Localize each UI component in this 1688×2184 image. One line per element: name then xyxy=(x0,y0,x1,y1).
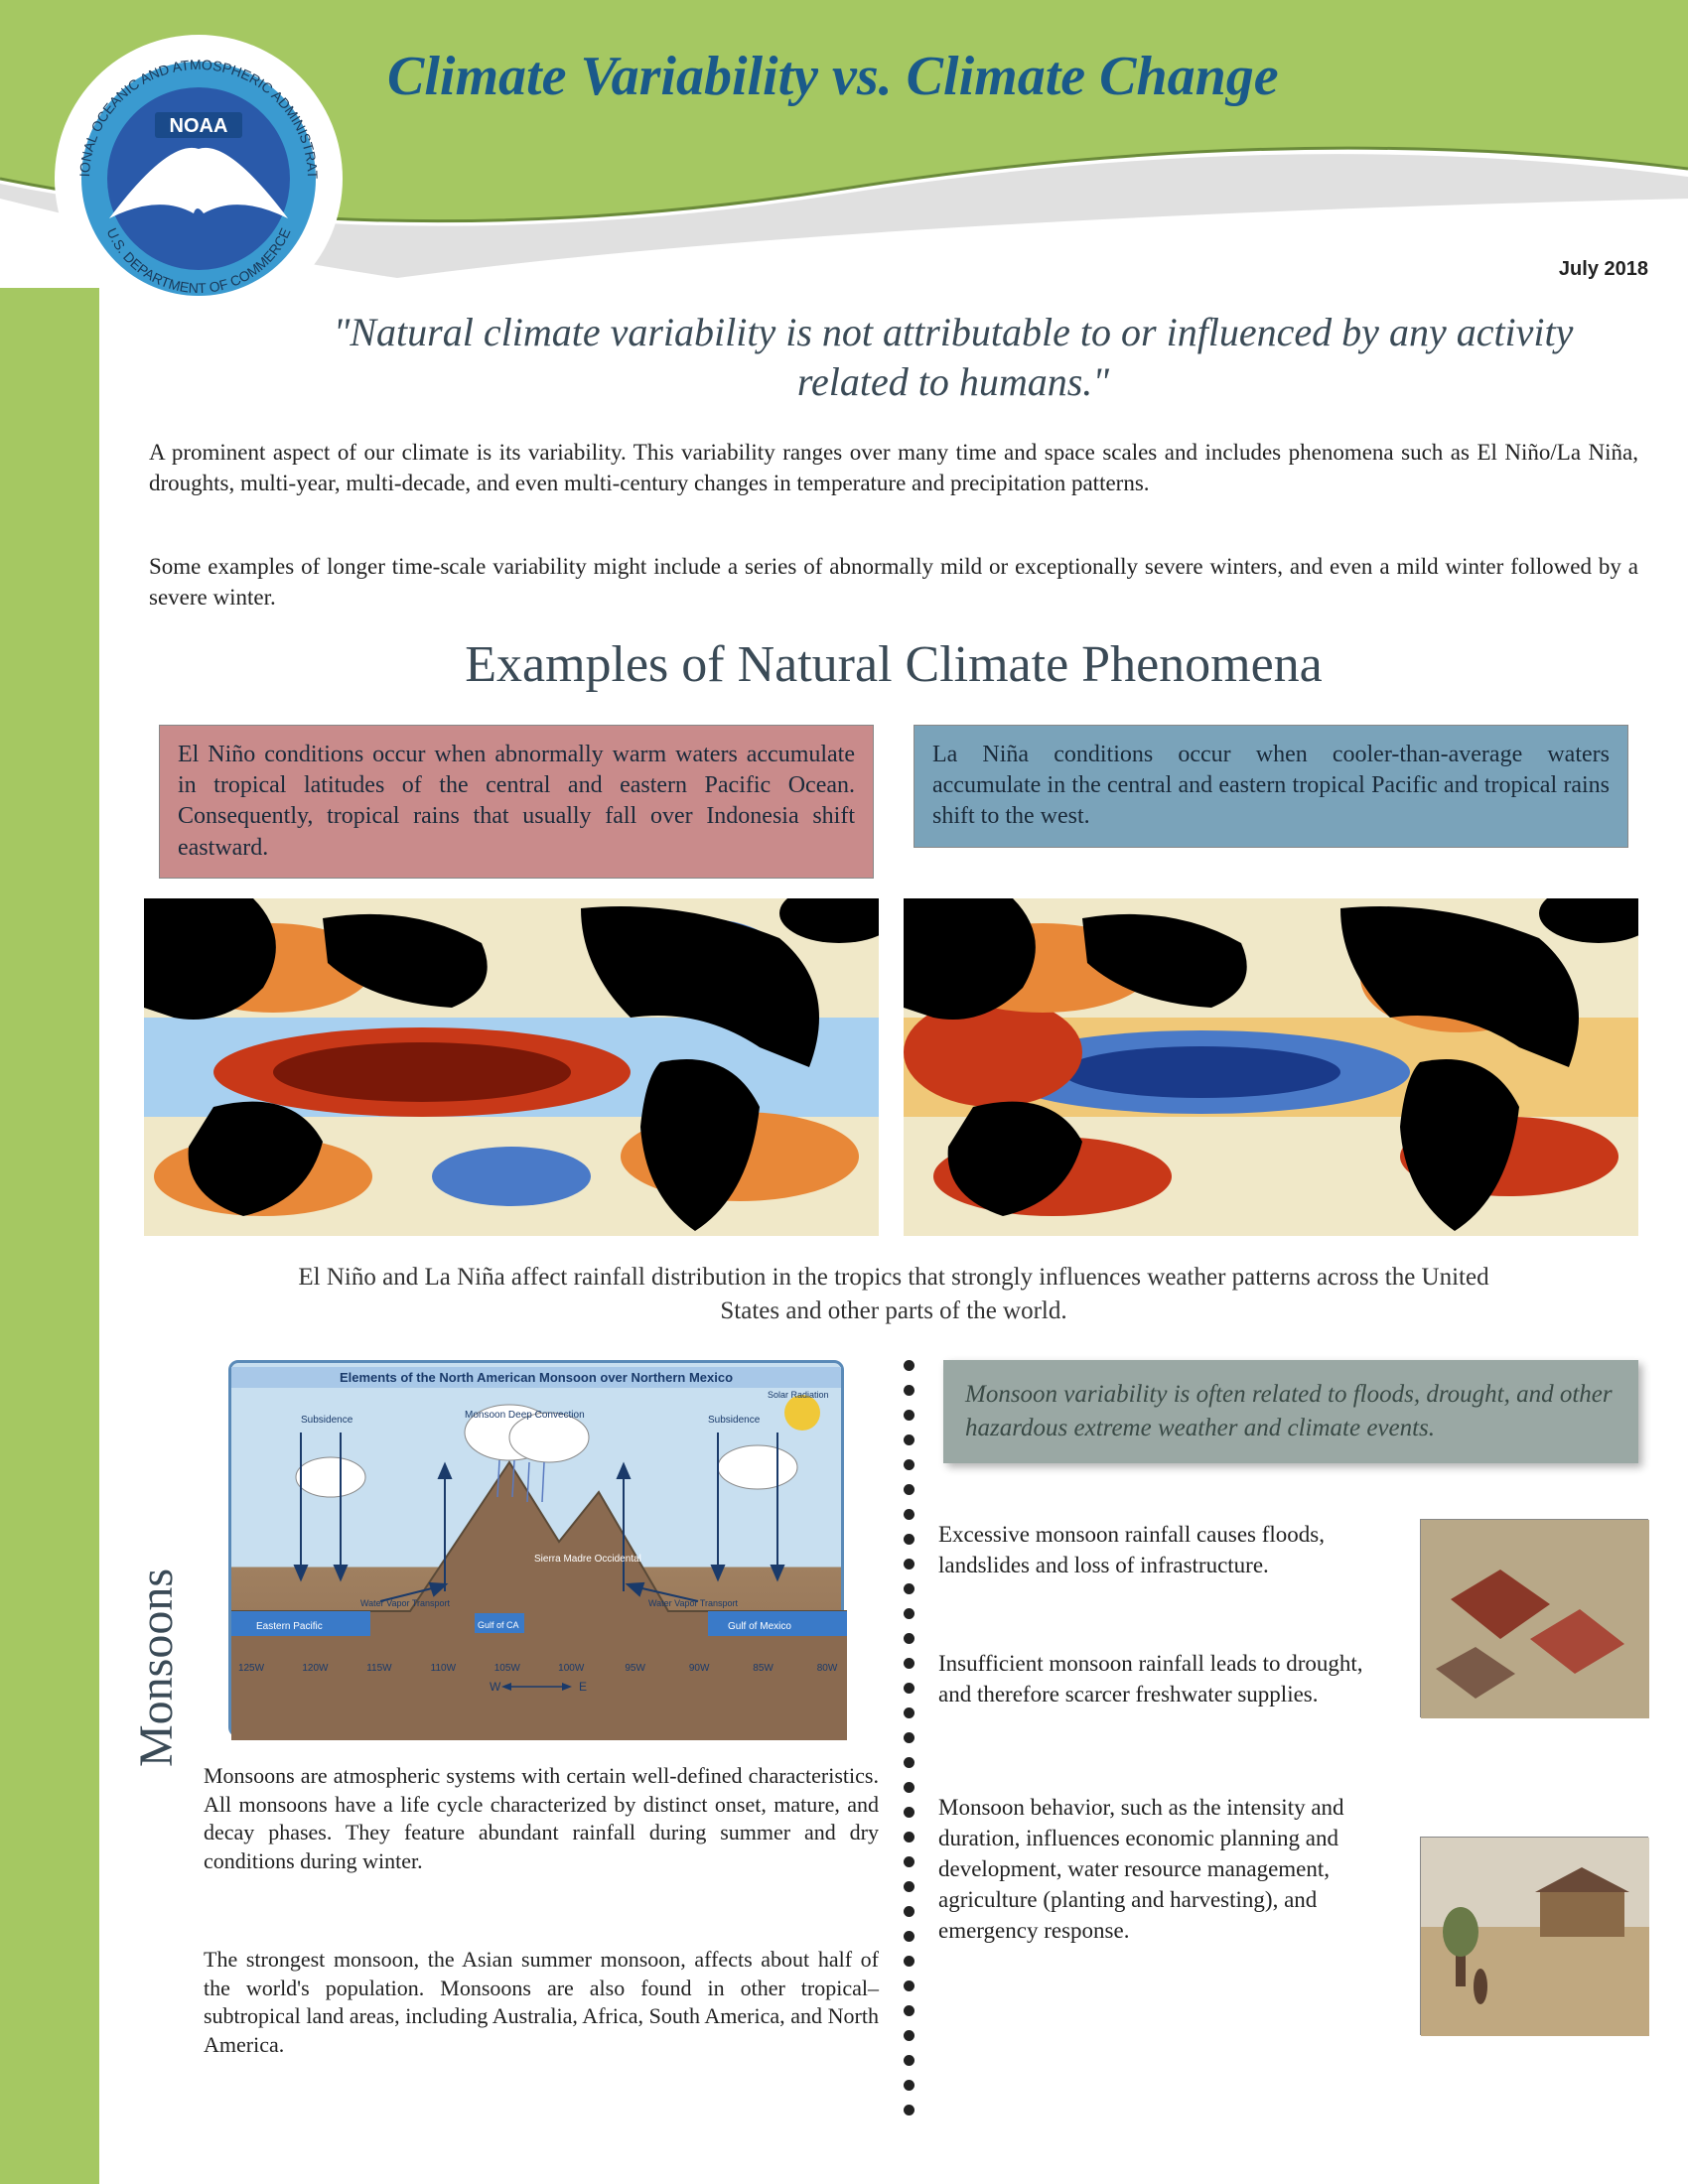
svg-text:Sierra Madre Occidental: Sierra Madre Occidental xyxy=(534,1554,641,1565)
svg-text:NOAA: NOAA xyxy=(170,115,228,137)
svg-text:85W: 85W xyxy=(753,1663,774,1674)
monsoon-paragraph-1: Monsoons are atmospheric systems with ce… xyxy=(204,1762,879,1875)
svg-text:Gulf of Mexico: Gulf of Mexico xyxy=(728,1621,791,1632)
monsoons-label: Monsoons xyxy=(129,1569,184,1767)
lanina-sst-map xyxy=(904,898,1638,1236)
elnino-sst-map xyxy=(144,898,879,1236)
svg-text:Water Vapor Transport: Water Vapor Transport xyxy=(648,1598,739,1608)
svg-text:80W: 80W xyxy=(817,1663,838,1674)
divider-dots xyxy=(904,1360,915,2115)
lanina-box: La Niña conditions occur when cooler-tha… xyxy=(914,725,1628,848)
drought-photo xyxy=(1420,1837,1648,2035)
intro-paragraph-1: A prominent aspect of our climate is its… xyxy=(149,437,1638,498)
monsoon-paragraph-2: The strongest monsoon, the Asian summer … xyxy=(204,1946,879,2059)
monsoon-bullet-3: Monsoon behavior, such as the intensity … xyxy=(938,1792,1395,1946)
svg-text:105W: 105W xyxy=(494,1663,521,1674)
monsoon-quote-box: Monsoon variability is often related to … xyxy=(943,1360,1638,1463)
svg-text:Solar Radiation: Solar Radiation xyxy=(768,1390,829,1400)
svg-text:W: W xyxy=(490,1680,501,1694)
page-title: Climate Variability vs. Climate Change xyxy=(387,45,1279,108)
monsoon-bullet-1: Excessive monsoon rainfall causes floods… xyxy=(938,1519,1395,1580)
monsoon-bullet-2: Insufficient monsoon rainfall leads to d… xyxy=(938,1648,1395,1709)
section-title: Examples of Natural Climate Phenomena xyxy=(149,635,1638,694)
flood-photo xyxy=(1420,1519,1648,1717)
monsoon-diagram: Elements of the North American Monsoon o… xyxy=(228,1360,844,1737)
lead-quote: "Natural climate variability is not attr… xyxy=(278,308,1628,407)
date-label: July 2018 xyxy=(1559,258,1648,281)
svg-text:90W: 90W xyxy=(689,1663,710,1674)
svg-text:Subsidence: Subsidence xyxy=(301,1415,353,1426)
maps-caption: El Niño and La Niña affect rainfall dist… xyxy=(278,1261,1509,1328)
svg-text:125W: 125W xyxy=(238,1663,265,1674)
svg-text:100W: 100W xyxy=(558,1663,585,1674)
svg-text:120W: 120W xyxy=(302,1663,329,1674)
svg-text:Water Vapor Transport: Water Vapor Transport xyxy=(360,1598,451,1608)
svg-text:95W: 95W xyxy=(625,1663,645,1674)
intro-paragraph-2: Some examples of longer time-scale varia… xyxy=(149,551,1638,613)
svg-text:E: E xyxy=(579,1680,587,1694)
elnino-box: El Niño conditions occur when abnormally… xyxy=(159,725,874,879)
svg-text:Monsoon Deep Convection: Monsoon Deep Convection xyxy=(465,1410,585,1421)
svg-text:Subsidence: Subsidence xyxy=(708,1415,761,1426)
noaa-logo: NOAA NATIONAL OCEANIC AND ATMOSPHERIC AD… xyxy=(40,20,357,338)
svg-text:115W: 115W xyxy=(366,1663,392,1674)
svg-text:Gulf of CA: Gulf of CA xyxy=(478,1620,519,1630)
svg-text:110W: 110W xyxy=(431,1663,457,1674)
svg-text:Eastern Pacific: Eastern Pacific xyxy=(256,1621,323,1632)
